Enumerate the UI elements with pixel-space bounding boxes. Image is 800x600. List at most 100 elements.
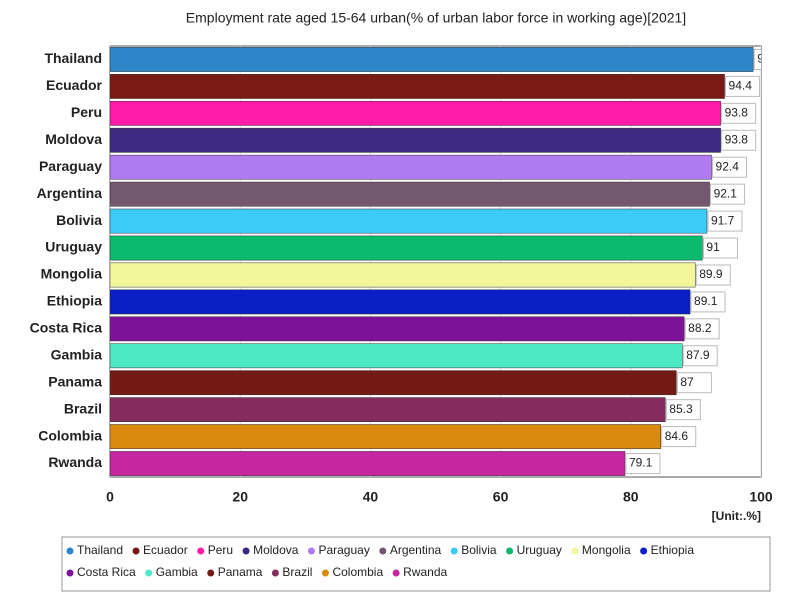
y-tick-label: Uruguay (45, 239, 102, 255)
value-label-box (690, 291, 726, 313)
y-tick-label: Costa Rica (30, 320, 103, 336)
value-label: 89.1 (694, 294, 718, 308)
value-label-box (625, 453, 661, 475)
value-label: 93.8 (725, 106, 749, 120)
value-label-box (682, 345, 718, 367)
value-label: 98.8 (757, 52, 781, 66)
x-tick-label: 40 (363, 489, 379, 505)
legend-label: Rwanda (403, 565, 447, 579)
value-label-box (684, 318, 720, 340)
y-tick-label: Mongolia (41, 266, 103, 282)
value-label-box (661, 426, 697, 448)
legend-label: Argentina (390, 543, 442, 557)
legend-box (61, 536, 771, 592)
y-tick-label: Gambia (51, 346, 103, 362)
legend-marker (271, 569, 279, 577)
legend-label: Brazil (282, 565, 312, 579)
value-label: 87.9 (686, 348, 710, 362)
bar (110, 235, 703, 261)
legend-marker (571, 547, 579, 555)
y-tick-label: Ethiopia (47, 293, 102, 309)
legend-label: Ethiopia (651, 543, 695, 557)
value-label-box (721, 129, 757, 151)
legend-marker (207, 569, 215, 577)
value-label-box (707, 210, 743, 232)
bar (110, 100, 721, 126)
legend-marker (450, 547, 458, 555)
value-label: 87 (680, 375, 694, 389)
y-tick-label: Rwanda (48, 454, 102, 470)
y-tick-label: Thailand (44, 50, 102, 66)
value-label-box (702, 237, 738, 259)
value-label: 94.4 (729, 79, 753, 93)
legend-marker (66, 547, 74, 555)
y-tick-label: Paraguay (39, 158, 102, 174)
legend-label: Colombia (332, 565, 383, 579)
value-label-box (721, 102, 757, 124)
legend-marker (197, 547, 205, 555)
value-label-box (665, 399, 701, 421)
value-label-box (676, 372, 712, 394)
y-tick-label: Ecuador (46, 77, 103, 93)
legend-label: Gambia (156, 565, 198, 579)
bar (110, 451, 626, 476)
x-tick-label: 20 (232, 489, 248, 505)
legend-marker (132, 547, 140, 555)
bar (110, 127, 721, 153)
bar (110, 262, 696, 288)
value-label: 92.4 (716, 159, 740, 173)
value-label-box (753, 48, 761, 70)
unit-label: [Unit:.%] (712, 509, 761, 523)
y-tick-label: Colombia (38, 427, 102, 443)
plot-content: 98.8 94.4 93.8 93.8 92.4 92.1 91.7 91 89.9 89.1 88… (110, 46, 781, 477)
legend-marker (392, 569, 400, 577)
bar (110, 154, 712, 180)
legend-marker (242, 547, 250, 555)
x-tick-label: 80 (623, 489, 639, 505)
legend-label: Moldova (253, 543, 299, 557)
legend-label: Paraguay (318, 543, 369, 557)
bar (110, 397, 666, 423)
legend-marker (506, 547, 514, 555)
value-label: 89.9 (699, 267, 723, 281)
value-label: 91 (706, 240, 720, 254)
bar (110, 424, 661, 449)
legend-label: Uruguay (517, 543, 562, 557)
value-label: 92.1 (714, 186, 738, 200)
value-label-box (712, 156, 748, 178)
value-label-box (725, 75, 761, 97)
legend-label: Bolivia (461, 543, 497, 557)
legend-label: Ecuador (143, 543, 188, 557)
bar (110, 370, 677, 396)
legend-label: Costa Rica (77, 565, 136, 579)
legend-label: Panama (218, 565, 263, 579)
bar (110, 289, 691, 315)
bar (110, 208, 708, 234)
legend-label: Thailand (77, 543, 123, 557)
legend-label: Peru (208, 543, 233, 557)
value-label: 91.7 (711, 213, 735, 227)
value-label-box (695, 264, 731, 286)
legend-marker (307, 547, 315, 555)
chart-title: Employment rate aged 15-64 urban(% of ur… (186, 10, 686, 26)
y-tick-label: Moldova (45, 131, 102, 147)
legend-marker (321, 569, 329, 577)
y-tick-label: Peru (71, 104, 102, 120)
value-label: 93.8 (725, 132, 749, 146)
legend-marker (379, 547, 387, 555)
y-tick-label: Argentina (37, 185, 103, 201)
y-tick-label: Bolivia (56, 212, 102, 228)
x-tick-label: 0 (106, 489, 114, 505)
y-tick-label: Panama (48, 373, 102, 389)
bar (110, 47, 754, 72)
y-tick-label: Brazil (64, 400, 102, 416)
legend-label: Mongolia (582, 543, 631, 557)
x-tick-label: 60 (493, 489, 509, 505)
bar (110, 74, 725, 99)
legend-marker (640, 547, 648, 555)
legend-marker (145, 569, 153, 577)
value-label: 79.1 (629, 456, 653, 470)
bar (110, 316, 685, 342)
x-tick-label: 100 (749, 489, 773, 505)
